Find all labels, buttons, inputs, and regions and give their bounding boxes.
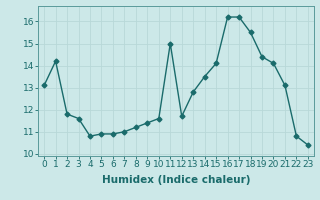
X-axis label: Humidex (Indice chaleur): Humidex (Indice chaleur) xyxy=(102,175,250,185)
